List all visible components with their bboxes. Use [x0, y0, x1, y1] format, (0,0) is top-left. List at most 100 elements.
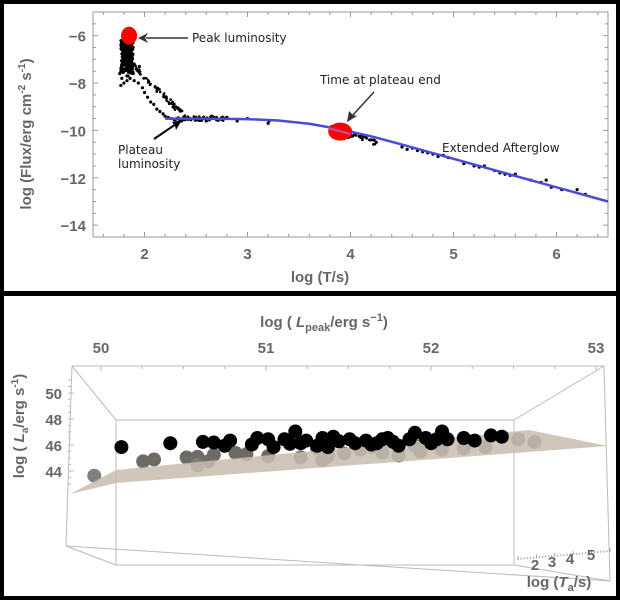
data-point: [123, 62, 127, 66]
data-point: [133, 63, 137, 67]
data-point: [360, 138, 364, 142]
data-point: [186, 115, 189, 118]
fit-line-overlay: [327, 126, 351, 136]
data-point-front: [195, 434, 210, 449]
plot-frame: [92, 11, 609, 238]
box-edge-bottom: [65, 545, 611, 582]
data-point: [149, 82, 152, 86]
bounding-box-front: [65, 365, 611, 582]
x-tick-labels: 50 51 52 53: [93, 340, 605, 357]
data-point: [119, 66, 123, 70]
data-point: [120, 76, 124, 80]
y-tick-label: −10: [61, 123, 86, 140]
y-tick-label: 50: [45, 386, 62, 403]
arrow-head-icon: [138, 33, 148, 43]
data-point: [173, 108, 177, 111]
data-point-behind: [228, 445, 243, 460]
data-point: [137, 64, 141, 69]
data-point: [123, 59, 127, 63]
annotation-text: Extended Afterglow: [442, 141, 560, 155]
y-tick-labels: −6 −8 −10 −12 −14: [61, 29, 87, 235]
data-point: [180, 109, 184, 113]
data-point: [165, 99, 169, 102]
data-point: [373, 142, 377, 146]
data-point: [126, 60, 130, 64]
arrow-head-icon: [172, 120, 182, 130]
box-edge-left: [65, 365, 73, 547]
data-point-front: [326, 429, 341, 444]
data-point: [135, 67, 138, 70]
data-point: [142, 77, 145, 80]
highlight-markers: [121, 26, 353, 141]
data-point-behind: [136, 454, 151, 469]
arrow-head-icon: [347, 111, 357, 122]
x-tick-label: 53: [588, 340, 605, 357]
data-point: [128, 49, 132, 53]
data-point: [119, 83, 123, 88]
data-point: [152, 102, 156, 106]
axis-ticks: [68, 366, 611, 560]
data-point-front: [494, 429, 509, 444]
data-point: [131, 52, 135, 56]
data-point: [128, 71, 132, 75]
annotation-text: Time at plateau end: [319, 73, 441, 87]
x-tick-label: 3: [243, 246, 251, 263]
x-tick-label: 2: [140, 246, 148, 263]
data-point-front: [467, 433, 482, 448]
data-point: [121, 49, 125, 53]
data-point: [158, 109, 162, 114]
data-point: [153, 85, 157, 88]
data-point: [175, 106, 179, 110]
box-edge-depth: [513, 365, 605, 421]
annotation-text: Plateau: [118, 143, 163, 157]
axis-ticks: [93, 11, 608, 238]
x-axis-title: log ( Lpeak/erg s−1): [260, 312, 388, 334]
data-point-front: [299, 433, 314, 448]
data-point-front: [266, 440, 281, 455]
data-point: [126, 57, 130, 61]
data-point: [172, 103, 176, 106]
data-point-behind: [206, 447, 221, 462]
data-point: [142, 90, 147, 95]
x-tick-labels: 2 3 4 5 6: [140, 246, 560, 263]
data-point: [122, 47, 126, 51]
x-axis-title: log (T/s): [291, 269, 349, 286]
x-tick-label: 6: [552, 246, 560, 263]
light-curve-panel: 2 3 4 5 6 −6 −8 −10 −12 −14 log (T/s) log (Flux/…: [4, 4, 616, 291]
data-point-front: [369, 436, 384, 451]
annotation-text: Peak luminosity: [192, 31, 287, 45]
data-point: [373, 138, 376, 142]
data-point: [127, 67, 131, 71]
data-point: [130, 57, 134, 61]
plot-border: [92, 11, 609, 238]
data-point-front: [163, 436, 178, 451]
x-tick-label: 51: [258, 340, 275, 357]
data-point: [145, 95, 150, 99]
data-point-front: [456, 431, 471, 445]
data-point: [132, 79, 136, 83]
data-point: [119, 46, 123, 50]
data-point-front: [391, 438, 406, 453]
data-point: [122, 81, 126, 85]
y-tick-label: −12: [61, 171, 86, 188]
z-tick-label: 5: [587, 547, 595, 564]
arrow-line: [351, 91, 375, 117]
z-tick-label: 2: [531, 557, 539, 574]
data-point: [125, 79, 129, 83]
peak-marker: [121, 26, 138, 45]
data-point: [135, 69, 139, 72]
data-point: [405, 147, 409, 151]
data-point: [145, 77, 148, 80]
box-edge-depth: [71, 365, 117, 421]
x-tick-label: 50: [93, 340, 110, 357]
data-point: [136, 81, 140, 85]
data-point: [125, 74, 129, 78]
data-point-front: [348, 436, 363, 451]
box-edge-depth: [513, 564, 611, 582]
annotation-text: luminosity: [118, 157, 180, 171]
data-point: [400, 145, 404, 149]
y-tick-label: −14: [61, 218, 87, 235]
data-point-behind: [179, 450, 194, 465]
